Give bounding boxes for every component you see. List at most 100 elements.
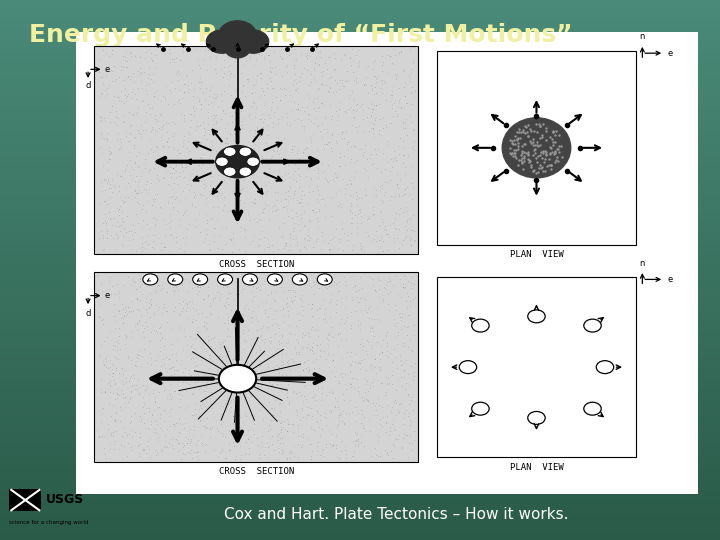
Point [351,229,363,238]
Point [374,362,385,371]
Point [138,333,150,342]
Point [370,186,382,194]
Point [97,162,109,171]
Circle shape [528,411,545,424]
Point [96,404,107,413]
Point [289,296,300,305]
Point [97,356,109,365]
Point [274,305,286,314]
Point [367,65,379,73]
Point [357,128,369,137]
Point [212,386,223,394]
Point [381,328,392,336]
Point [398,83,410,91]
Point [380,388,392,396]
Point [252,441,264,449]
Point [337,175,348,184]
Point [114,141,126,150]
Point [351,156,363,164]
Point [518,151,530,160]
Point [143,304,155,313]
Point [133,390,145,399]
Point [209,111,220,119]
Point [217,156,229,165]
Point [177,234,189,242]
Point [266,84,278,93]
Text: n: n [639,32,645,42]
Point [305,132,316,141]
Point [240,301,252,309]
Bar [0,308,720,310]
Point [406,143,418,152]
Point [243,450,255,458]
Point [395,275,406,284]
Point [380,226,392,234]
Point [265,105,276,114]
Point [362,387,374,396]
Point [210,129,222,138]
Point [323,407,335,415]
Point [258,97,270,106]
Point [140,237,152,245]
Point [333,379,345,387]
Point [288,442,300,450]
Point [292,87,304,96]
Point [200,313,212,321]
Point [156,334,168,343]
Point [195,279,207,288]
Point [107,360,118,368]
Point [98,360,109,368]
Point [297,310,308,319]
Point [262,51,274,60]
Point [340,450,351,458]
Point [206,82,217,91]
Point [348,93,360,102]
Point [109,379,121,387]
Point [145,135,156,144]
Point [180,233,192,241]
Point [246,237,258,246]
Point [295,191,307,200]
Point [378,283,390,292]
Point [135,281,146,290]
Point [522,155,534,164]
Point [203,187,215,195]
Point [129,384,140,393]
Point [247,98,258,106]
Point [186,437,197,445]
Point [181,72,192,80]
Point [400,119,411,127]
Point [115,406,127,414]
Point [251,132,263,141]
Point [305,78,317,86]
Point [119,427,130,436]
Point [240,160,252,168]
Point [269,206,281,215]
Point [136,239,148,247]
Point [247,198,258,206]
Point [365,398,377,407]
Point [276,387,287,396]
Point [189,142,201,151]
Point [187,354,199,362]
Point [125,356,137,364]
Point [330,432,342,441]
Point [273,444,284,453]
Point [222,170,234,178]
Point [194,63,206,72]
Point [104,328,116,336]
Point [402,131,413,140]
Point [335,294,346,302]
Circle shape [223,167,236,176]
Point [130,188,141,197]
Point [244,240,256,249]
Point [207,423,218,431]
Point [199,176,210,184]
Point [320,440,332,448]
Point [289,70,301,79]
Point [146,125,158,134]
Point [228,361,240,370]
Bar [0,189,720,192]
Point [147,56,158,65]
Point [367,362,379,370]
